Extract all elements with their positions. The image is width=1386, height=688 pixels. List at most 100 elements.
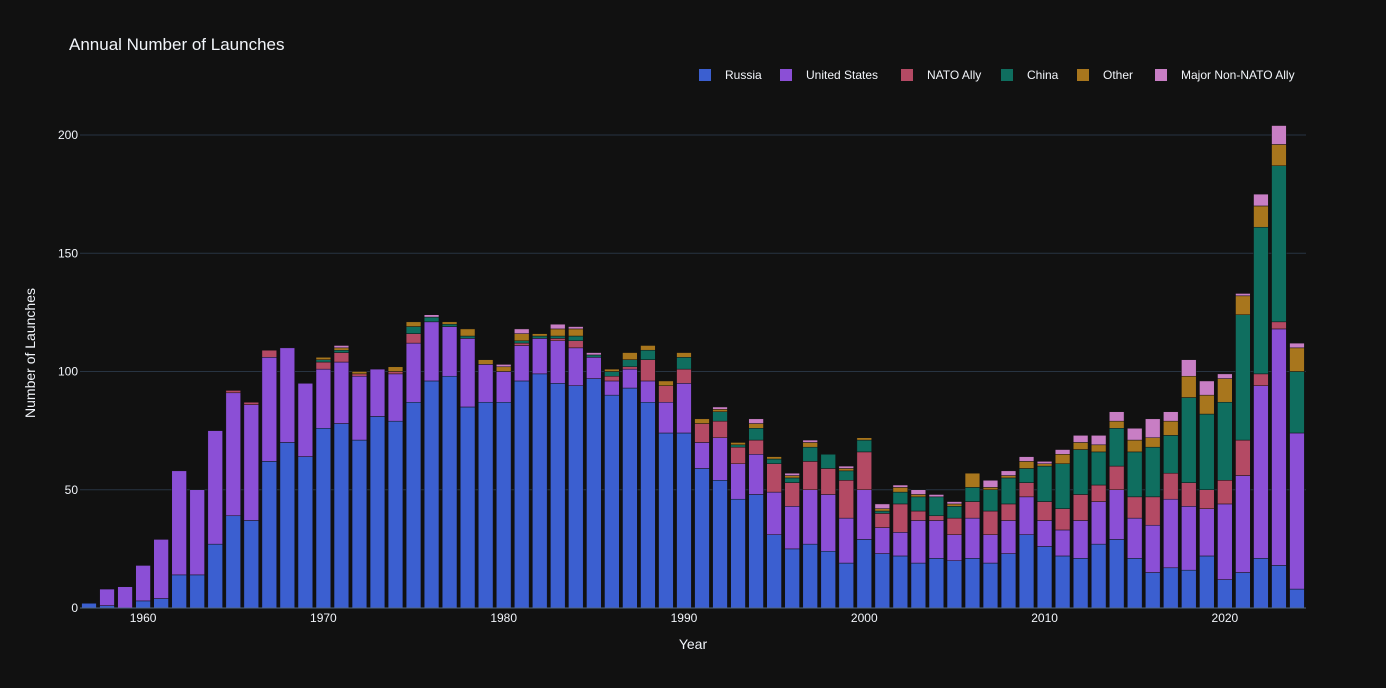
bar-other-1996[interactable] <box>784 475 800 479</box>
bar-other-1992[interactable] <box>712 409 728 412</box>
bar-united-states-1959[interactable] <box>117 586 133 609</box>
bar-united-states-1971[interactable] <box>333 361 350 424</box>
bar-other-2018[interactable] <box>1181 375 1197 398</box>
bar-other-2001[interactable] <box>874 508 890 512</box>
bar-united-states-2021[interactable] <box>1235 475 1251 573</box>
bar-other-2015[interactable] <box>1127 439 1143 453</box>
bar-major-non-nato-ally-2014[interactable] <box>1109 411 1125 422</box>
bar-united-states-2007[interactable] <box>982 534 999 564</box>
bar-china-1982[interactable] <box>532 335 548 339</box>
bar-other-2024[interactable] <box>1289 347 1305 372</box>
bar-major-non-nato-ally-1999[interactable] <box>838 465 854 469</box>
bar-russia-1998[interactable] <box>820 550 836 609</box>
bar-nato-ally-1975[interactable] <box>405 333 422 344</box>
bar-nato-ally-2001[interactable] <box>874 513 890 528</box>
bar-china-2008[interactable] <box>1000 477 1017 505</box>
bar-other-1980[interactable] <box>496 366 512 372</box>
bar-russia-1981[interactable] <box>514 380 530 609</box>
bar-nato-ally-1992[interactable] <box>712 420 728 438</box>
bar-russia-2020[interactable] <box>1217 579 1233 609</box>
bar-russia-1984[interactable] <box>568 385 584 609</box>
bar-russia-1969[interactable] <box>297 456 314 609</box>
bar-major-non-nato-ally-2010[interactable] <box>1036 461 1053 464</box>
bar-major-non-nato-ally-2016[interactable] <box>1145 418 1161 438</box>
bar-major-non-nato-ally-1976[interactable] <box>423 314 440 318</box>
bar-other-1972[interactable] <box>351 371 368 375</box>
bar-nato-ally-1998[interactable] <box>820 468 836 495</box>
bar-russia-2003[interactable] <box>910 562 927 609</box>
bar-nato-ally-2017[interactable] <box>1163 472 1179 500</box>
bar-russia-2008[interactable] <box>1000 553 1017 609</box>
bar-china-2009[interactable] <box>1018 468 1035 483</box>
bar-nato-ally-1983[interactable] <box>550 338 566 342</box>
bar-china-2012[interactable] <box>1072 449 1089 495</box>
bar-other-2016[interactable] <box>1145 437 1161 448</box>
bar-nato-ally-2006[interactable] <box>964 501 981 519</box>
bar-major-non-nato-ally-2002[interactable] <box>892 484 908 488</box>
bar-other-1997[interactable] <box>802 442 818 448</box>
bar-nato-ally-2023[interactable] <box>1271 321 1287 330</box>
bar-other-2008[interactable] <box>1000 475 1017 479</box>
bar-nato-ally-1999[interactable] <box>838 480 854 519</box>
bar-other-1995[interactable] <box>766 456 782 460</box>
bar-other-2000[interactable] <box>856 437 872 441</box>
bar-russia-1999[interactable] <box>838 562 854 609</box>
bar-china-1987[interactable] <box>622 359 638 368</box>
bar-russia-1966[interactable] <box>243 520 259 609</box>
bar-china-2002[interactable] <box>892 491 908 505</box>
bar-russia-2019[interactable] <box>1199 555 1215 609</box>
bar-major-non-nato-ally-2007[interactable] <box>982 480 999 488</box>
bar-china-1988[interactable] <box>640 349 656 360</box>
legend-item-major-non-nato-ally[interactable]: Major Non-NATO Ally <box>1155 68 1295 82</box>
bar-russia-1991[interactable] <box>694 468 710 609</box>
bar-united-states-1984[interactable] <box>568 347 584 386</box>
bar-russia-2023[interactable] <box>1271 565 1287 609</box>
bar-united-states-1982[interactable] <box>532 338 548 375</box>
bar-united-states-2009[interactable] <box>1018 496 1035 535</box>
bar-other-2023[interactable] <box>1271 144 1287 166</box>
bar-nato-ally-1967[interactable] <box>261 349 277 358</box>
bar-other-1982[interactable] <box>532 333 548 337</box>
bar-russia-1994[interactable] <box>748 494 764 609</box>
bar-other-2021[interactable] <box>1235 295 1251 315</box>
bar-china-1996[interactable] <box>784 477 800 483</box>
bar-major-non-nato-ally-2020[interactable] <box>1217 373 1233 379</box>
bar-china-2019[interactable] <box>1199 413 1215 491</box>
bar-other-2009[interactable] <box>1018 461 1035 469</box>
bar-nato-ally-1990[interactable] <box>676 368 692 384</box>
bar-united-states-1970[interactable] <box>315 368 332 429</box>
bar-russia-1990[interactable] <box>676 432 692 609</box>
bar-china-1981[interactable] <box>514 340 530 344</box>
bar-nato-ally-1996[interactable] <box>784 482 800 507</box>
bar-nato-ally-1972[interactable] <box>351 373 368 377</box>
bar-united-states-1976[interactable] <box>423 321 440 382</box>
bar-russia-2015[interactable] <box>1127 558 1143 609</box>
bar-china-1995[interactable] <box>766 458 782 464</box>
bar-major-non-nato-ally-2017[interactable] <box>1163 411 1179 422</box>
bar-united-states-1964[interactable] <box>207 430 223 545</box>
bar-russia-1997[interactable] <box>802 543 818 609</box>
bar-nato-ally-1987[interactable] <box>622 366 638 370</box>
bar-other-1987[interactable] <box>622 352 638 360</box>
bar-china-1970[interactable] <box>315 359 332 363</box>
bar-nato-ally-1989[interactable] <box>658 385 674 403</box>
bar-china-1990[interactable] <box>676 357 692 370</box>
bar-russia-1978[interactable] <box>459 406 476 609</box>
bar-major-non-nato-ally-1994[interactable] <box>748 418 764 424</box>
bar-nato-ally-1981[interactable] <box>514 342 530 346</box>
bar-russia-1973[interactable] <box>369 416 386 609</box>
bar-united-states-2001[interactable] <box>874 527 890 554</box>
bar-china-2006[interactable] <box>964 487 981 502</box>
bar-other-1979[interactable] <box>478 359 494 365</box>
bar-nato-ally-2011[interactable] <box>1054 508 1071 531</box>
bar-united-states-1987[interactable] <box>622 368 638 389</box>
bar-china-1971[interactable] <box>333 349 350 353</box>
bar-russia-1975[interactable] <box>405 402 422 609</box>
bar-nato-ally-1988[interactable] <box>640 359 656 382</box>
bar-united-states-2014[interactable] <box>1109 489 1125 540</box>
bar-united-states-1994[interactable] <box>748 454 764 495</box>
bar-russia-2001[interactable] <box>874 553 890 609</box>
bar-china-2007[interactable] <box>982 489 999 512</box>
bar-united-states-1958[interactable] <box>99 588 115 606</box>
bar-china-2005[interactable] <box>946 506 963 519</box>
